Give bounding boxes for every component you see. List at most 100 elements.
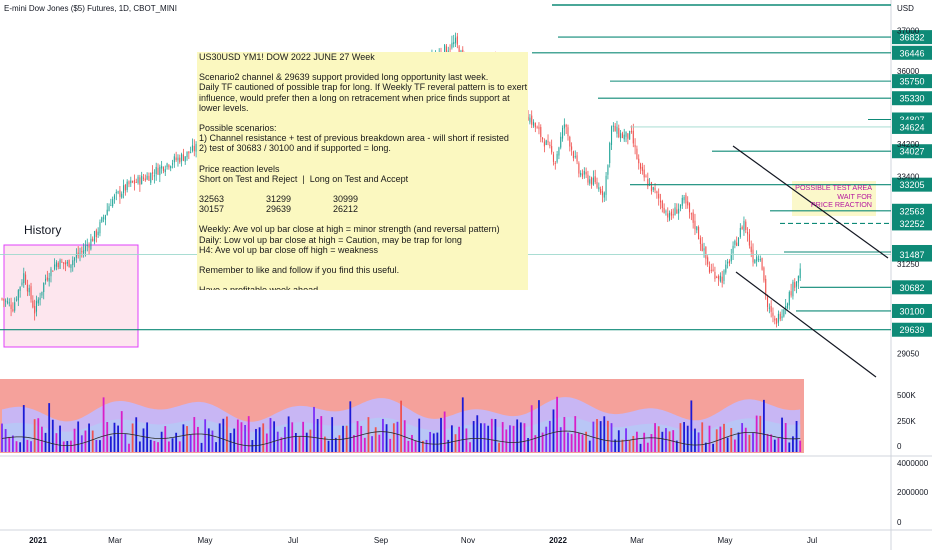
candle-body xyxy=(3,298,5,301)
candle-body xyxy=(748,234,750,246)
candle-body xyxy=(135,181,137,183)
volume-bar xyxy=(287,416,290,452)
candle-body xyxy=(585,171,587,175)
volume-bar xyxy=(298,436,301,452)
candle-body xyxy=(184,156,186,162)
volume-bar xyxy=(596,419,598,452)
candle-body xyxy=(799,268,801,279)
candle-body xyxy=(683,197,685,201)
volume-bar xyxy=(599,421,602,452)
candle-body xyxy=(772,312,774,317)
volume-bar xyxy=(215,442,217,452)
candle-body xyxy=(50,268,52,277)
candle-body xyxy=(90,238,92,250)
candle-body xyxy=(451,42,453,48)
x-tick-label: 2021 xyxy=(29,536,47,545)
candle-body xyxy=(15,299,18,301)
test-area-line: POSSIBLE TEST AREA xyxy=(795,183,872,192)
candle-body xyxy=(678,208,680,214)
candle-body xyxy=(551,146,553,153)
candle-body xyxy=(540,127,542,138)
candle-body xyxy=(785,305,787,310)
candle-body xyxy=(26,284,28,292)
volume-bar xyxy=(204,419,207,452)
volume-bar xyxy=(353,435,355,452)
volume-bar xyxy=(505,429,508,452)
volume-bar xyxy=(284,426,286,452)
volume-bar xyxy=(313,406,315,452)
volume-bar xyxy=(138,441,141,452)
volume-bar xyxy=(577,432,580,452)
volume-bar xyxy=(255,428,257,452)
candle-body xyxy=(696,226,698,231)
candle-body xyxy=(580,172,582,176)
volume-bar xyxy=(193,417,196,452)
candle-body xyxy=(79,253,81,255)
candle-body xyxy=(148,175,150,181)
volume-bar xyxy=(233,428,236,452)
candle-body xyxy=(8,302,10,304)
candle-body xyxy=(444,44,446,58)
volume-bar xyxy=(472,421,475,452)
volume-bar xyxy=(458,426,461,452)
candle-body xyxy=(155,166,157,175)
candle-body xyxy=(783,309,785,317)
candle-body xyxy=(654,187,656,191)
candle-body xyxy=(112,199,114,207)
candle-body xyxy=(554,162,556,164)
candle-body xyxy=(710,269,712,271)
volume-bar xyxy=(523,423,526,452)
candle-body xyxy=(132,181,134,183)
candle-body xyxy=(719,275,721,282)
candle-body xyxy=(737,237,740,247)
history-label: History xyxy=(24,223,62,237)
note-line xyxy=(199,214,528,224)
candle-body xyxy=(672,214,674,216)
candle-body xyxy=(681,197,683,206)
candle-body xyxy=(108,206,110,212)
volume-bar xyxy=(247,416,250,452)
volume-bar xyxy=(338,435,341,452)
candle-body xyxy=(725,264,727,273)
candle-body xyxy=(592,177,594,185)
candle-body xyxy=(567,127,569,137)
price-level-label: 31487 xyxy=(899,250,924,260)
volume-bar xyxy=(614,439,617,452)
volume-bar xyxy=(226,416,228,452)
candle-body xyxy=(766,295,769,308)
volume-bar xyxy=(443,411,446,452)
candle-body xyxy=(576,155,578,162)
volume-bar xyxy=(66,441,69,452)
candle-body xyxy=(182,154,184,161)
candle-body xyxy=(770,306,772,312)
volume-bar xyxy=(621,439,624,452)
candle-body xyxy=(21,282,23,285)
candle-body xyxy=(531,115,533,125)
candle-body xyxy=(61,261,63,263)
volume-bar xyxy=(414,440,417,452)
candle-body xyxy=(603,192,605,198)
candle-body xyxy=(743,220,745,232)
volume-bar xyxy=(360,425,363,452)
note-line xyxy=(199,154,528,164)
candle-body xyxy=(449,48,451,50)
candle-body xyxy=(714,271,716,280)
analysis-note: US30USD YM1! DOW 2022 JUNE 27 Week Scenar… xyxy=(197,52,528,290)
candle-body xyxy=(529,117,531,123)
volume-bar xyxy=(712,443,715,452)
candle-body xyxy=(727,261,729,264)
price-level-tag xyxy=(892,177,932,192)
volume-bar xyxy=(588,440,591,452)
volume-axis-label: 500K xyxy=(897,391,916,400)
volume-bar xyxy=(512,425,515,452)
channel-upper-line xyxy=(732,145,889,259)
volume-bar xyxy=(99,440,101,452)
candle-body xyxy=(574,156,576,158)
volume-bar xyxy=(625,428,627,452)
candle-body xyxy=(126,181,128,190)
y-tick-label: 34200 xyxy=(897,140,920,149)
candle-body xyxy=(656,191,658,194)
volume-bar xyxy=(574,416,577,452)
volume-bar xyxy=(639,443,642,452)
